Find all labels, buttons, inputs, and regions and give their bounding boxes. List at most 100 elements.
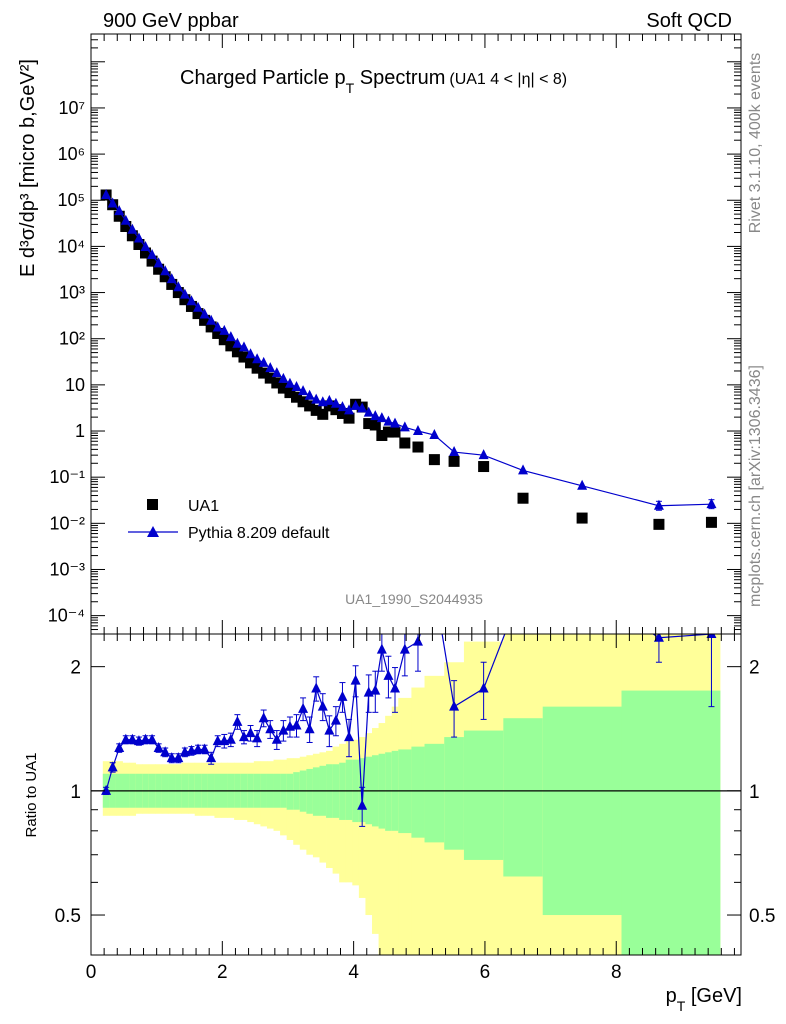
ratio-point <box>350 674 361 685</box>
pythia-point <box>212 321 223 332</box>
pythia-point <box>114 205 125 216</box>
band-total-bin <box>385 715 393 955</box>
legend-marker-pythia <box>147 526 159 537</box>
pythia-point <box>298 385 309 396</box>
chart-title-tail: Spectrum <box>354 67 445 89</box>
pythia-point <box>271 367 282 378</box>
x-axis-label-tail: [GeV] <box>685 985 742 1007</box>
main-y-tick-label: 10⁵ <box>58 190 85 210</box>
ratio-y-tick-label: 1 <box>70 782 81 803</box>
x-axis-label-subscript: T <box>677 998 686 1014</box>
ua1-point <box>336 407 348 419</box>
pythia-point <box>252 353 263 364</box>
main-panel-frame <box>90 33 742 635</box>
pythia-point <box>120 214 131 225</box>
ua1-point <box>218 334 230 346</box>
ua1-point <box>212 327 224 339</box>
ua1-point <box>478 461 490 473</box>
ratio-point <box>399 643 410 654</box>
ua1-point <box>369 419 381 431</box>
mcplots-label: mcplots.cern.ch [arXiv:1306.3436] <box>747 365 764 607</box>
ua1-point <box>264 372 276 384</box>
ratio-point <box>389 682 400 693</box>
pythia-point <box>399 421 410 432</box>
ua1-point <box>653 518 665 530</box>
ua1-point <box>310 404 322 416</box>
ua1-point <box>284 387 296 399</box>
ratio-point <box>232 715 243 726</box>
pythia-point <box>357 402 368 413</box>
band-stat-bin <box>286 773 294 810</box>
ua1-point <box>304 400 316 412</box>
pythia-point <box>193 301 204 312</box>
band-stat-bin <box>542 706 622 916</box>
ua1-point <box>428 454 440 466</box>
pythia-point <box>478 449 489 460</box>
pythia-point <box>153 257 164 268</box>
ratio-point <box>252 732 263 743</box>
pythia-point <box>337 401 348 412</box>
process-label: Soft QCD <box>646 10 732 32</box>
ratio-ylabel: Ratio to UA1 <box>23 752 40 837</box>
band-stat-bin <box>345 759 353 820</box>
ratio-point <box>357 799 368 810</box>
ua1-point <box>113 210 125 222</box>
pythia-point <box>258 356 269 367</box>
ratio-bands <box>102 634 721 955</box>
ua1-point <box>576 512 588 524</box>
ratio-point <box>304 723 315 734</box>
pythia-point <box>219 324 230 335</box>
ratio-point <box>245 727 256 738</box>
pythia-point <box>278 372 289 383</box>
pythia-point <box>383 415 394 426</box>
ua1-point <box>159 271 171 283</box>
pythia-point <box>101 188 112 199</box>
ratio-point <box>127 733 138 744</box>
ratio-point <box>412 635 423 646</box>
ua1-point <box>166 278 178 290</box>
x-axis-label-main: p <box>666 985 677 1007</box>
pythia-point <box>376 412 387 423</box>
pythia-point <box>238 341 249 352</box>
pythia-point <box>166 273 177 284</box>
chart-title-cut: (UA1 4 < |η| < 8) <box>449 71 567 88</box>
band-total-bin <box>378 723 386 955</box>
ratio-point <box>265 723 276 734</box>
band-stat-bin <box>424 743 445 843</box>
ratio-point <box>324 724 335 735</box>
main-y-tick-label: 10⁻³ <box>49 559 85 579</box>
pythia-point <box>324 394 335 405</box>
pythia-point <box>147 249 158 260</box>
ratio-point <box>120 733 131 744</box>
band-stat-bin <box>621 690 721 955</box>
pythia-point <box>429 428 440 439</box>
ua1-point <box>172 287 184 299</box>
x-tick-label: 0 <box>86 962 97 983</box>
pythia-point <box>133 232 144 243</box>
ua1-point <box>126 230 138 242</box>
ratio-point <box>199 743 210 754</box>
ratio-point <box>206 752 217 763</box>
main-y-tick-label: 10⁻⁴ <box>48 606 85 626</box>
ratio-point <box>212 735 223 746</box>
main-ylabel: E d³σ/dp³ [micro b,GeV²] <box>17 59 39 277</box>
ua1-point <box>317 408 329 420</box>
legend-label-ua1: UA1 <box>188 498 219 515</box>
ratio-point <box>140 733 151 744</box>
ratio-panel-frame <box>90 633 742 956</box>
ratio-point <box>653 634 664 642</box>
band-stat-bin <box>385 752 393 831</box>
band-stat-bin <box>312 767 320 816</box>
ratio-point <box>376 643 387 654</box>
ratio-point <box>101 784 112 795</box>
ratio-point <box>258 712 269 723</box>
analysis-tag: UA1_1990_S2044935 <box>345 591 483 607</box>
pythia-point <box>344 404 355 415</box>
x-axis-label: pT [GeV] <box>666 985 742 1014</box>
ua1-point <box>363 418 375 430</box>
ua1-point <box>277 382 289 394</box>
energy-label: 900 GeV ppbar <box>103 10 239 32</box>
main-y-tick-label: 10 <box>65 375 85 395</box>
ua1-point <box>133 238 145 250</box>
pythia-point <box>186 295 197 306</box>
